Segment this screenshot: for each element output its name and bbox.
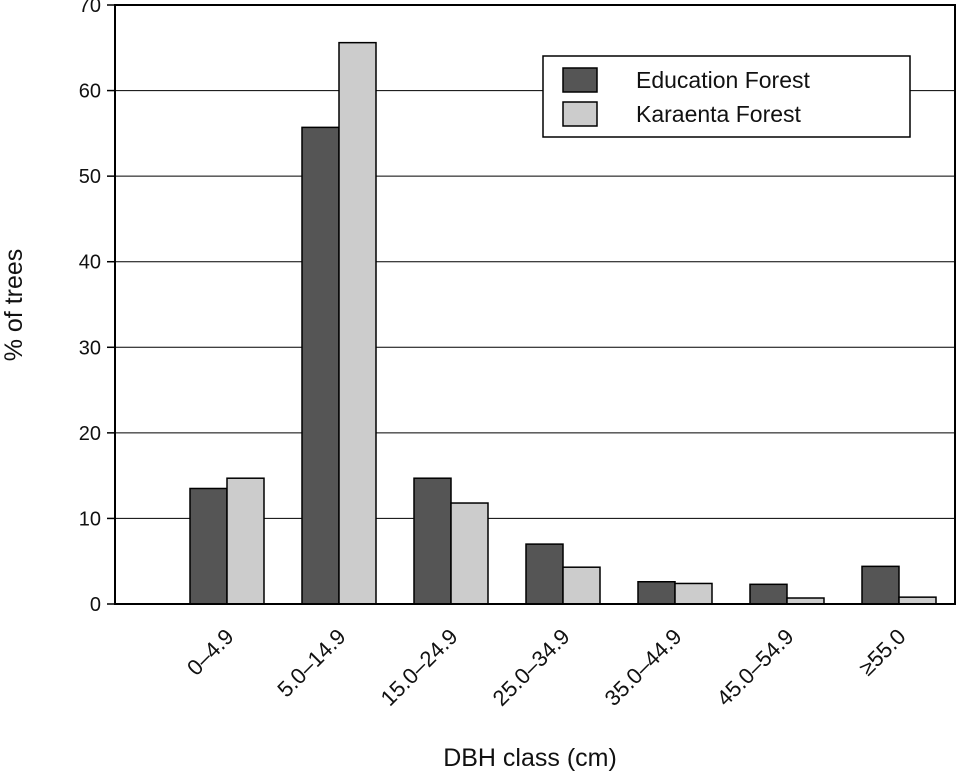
bar-karaenta-forest (674, 582, 713, 605)
y-tick-label: 30 (79, 337, 101, 359)
x-tick-label: 0–4.9 (182, 624, 239, 681)
x-tick-label: 35.0–44.9 (600, 624, 687, 711)
bar-education-forest (413, 477, 452, 605)
bar-karaenta-forest (898, 596, 937, 605)
bar-education-forest (189, 487, 228, 605)
x-axis-title: DBH class (cm) (443, 744, 617, 772)
legend-label-education-forest: Education Forest (636, 67, 810, 93)
bar-karaenta-forest (450, 502, 489, 605)
y-tick-label: 40 (79, 252, 101, 274)
bar-karaenta-forest (226, 477, 265, 605)
bar-karaenta-forest (338, 41, 377, 605)
bar-education-forest (525, 543, 564, 605)
y-tick-label: 10 (79, 508, 101, 530)
y-tick-label: 0 (90, 594, 101, 616)
y-tick-label: 20 (79, 423, 101, 445)
bar-education-forest (749, 583, 788, 605)
bars (189, 41, 937, 605)
legend-swatch-karaenta-forest (562, 101, 598, 127)
gridlines (115, 90, 955, 519)
x-tick-label: 45.0–54.9 (712, 624, 799, 711)
legend: Education Forest Karaenta Forest (542, 55, 911, 138)
x-tick-label: 15.0–24.9 (376, 624, 463, 711)
x-tick-label: 5.0–14.9 (272, 624, 350, 702)
bar-education-forest (637, 581, 676, 605)
legend-label-karaenta-forest: Karaenta Forest (636, 101, 802, 127)
legend-frame (542, 55, 911, 138)
x-tick-label: ≥55.0 (854, 624, 911, 681)
bar-karaenta-forest (562, 566, 601, 605)
y-tick-label: 60 (79, 81, 101, 103)
y-tick-label: 50 (79, 166, 101, 188)
y-axis-title: % of trees (0, 249, 28, 362)
legend-swatch-education-forest (562, 67, 598, 93)
bar-education-forest (861, 565, 900, 605)
plot-frame (114, 4, 956, 605)
y-tick-label: 70 (79, 0, 101, 17)
x-tick-label: 25.0–34.9 (488, 624, 575, 711)
y-axis: 0 10 20 30 40 50 60 70 (79, 0, 115, 616)
bar-education-forest (301, 126, 340, 605)
x-axis: 0–4.9 5.0–14.9 15.0–24.9 25.0–34.9 35.0–44.9… (182, 624, 911, 711)
